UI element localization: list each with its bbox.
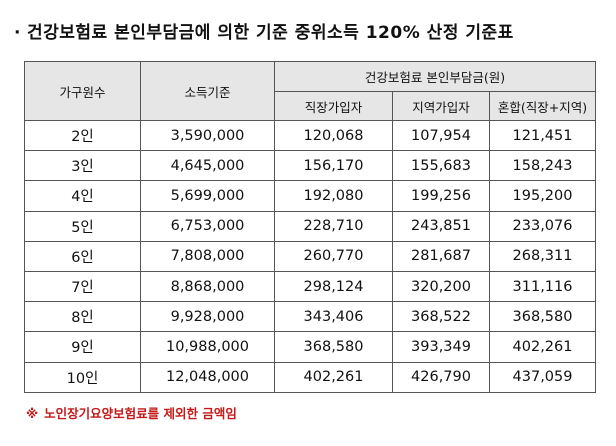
header-mixed: 혼합(직장+지역) — [489, 91, 596, 121]
table-row: 3인 4,645,000 156,170 155,683 158,243 — [24, 150, 596, 182]
cell-household: 5인 — [24, 210, 141, 242]
cell-mixed: 368,580 — [489, 301, 596, 333]
cell-household: 3인 — [24, 150, 141, 182]
table-row: 2인 3,590,000 120,068 107,954 121,451 — [24, 119, 596, 152]
cell-income: 3,590,000 — [140, 119, 275, 152]
cell-household: 2인 — [24, 119, 141, 152]
cell-income: 10,988,000 — [140, 331, 275, 363]
cell-household: 6인 — [24, 240, 141, 272]
cell-regional: 243,851 — [392, 210, 490, 242]
cell-employee: 298,124 — [274, 270, 393, 303]
cell-income: 6,753,000 — [140, 210, 275, 242]
footnote-mark: ※ — [26, 406, 39, 421]
table-row: 7인 8,868,000 298,124 320,200 311,116 — [24, 270, 596, 303]
cell-mixed: 402,261 — [489, 331, 596, 363]
table-row: 4인 5,699,000 192,080 199,256 195,200 — [24, 180, 596, 212]
header-regional: 지역가입자 — [392, 91, 490, 121]
header-household: 가구원수 — [24, 61, 141, 121]
cell-employee: 156,170 — [274, 150, 393, 182]
cell-mixed: 195,200 — [489, 180, 596, 212]
page-title: · 건강보험료 본인부담금에 의한 기준 중위소득 120% 산정 기준표 — [14, 18, 514, 43]
title-bullet: · — [14, 23, 21, 43]
cell-mixed: 437,059 — [489, 361, 596, 393]
cell-household: 9인 — [24, 331, 141, 363]
table-row: 8인 9,928,000 343,406 368,522 368,580 — [24, 301, 596, 333]
cell-regional: 281,687 — [392, 240, 490, 272]
cell-employee: 228,710 — [274, 210, 393, 242]
table-body: 2인 3,590,000 120,068 107,954 121,451 3인 4,645,… — [24, 119, 596, 393]
cell-income: 8,868,000 — [140, 270, 275, 303]
cell-household: 4인 — [24, 180, 141, 212]
cell-regional: 155,683 — [392, 150, 490, 182]
footnote-text: 노인장기요양보험료를 제외한 금액임 — [44, 406, 237, 421]
cell-mixed: 268,311 — [489, 240, 596, 272]
header-employee: 직장가입자 — [274, 91, 393, 121]
cell-regional: 393,349 — [392, 331, 490, 363]
cell-mixed: 121,451 — [489, 119, 596, 152]
cell-mixed: 233,076 — [489, 210, 596, 242]
cell-regional: 368,522 — [392, 301, 490, 333]
table-row: 6인 7,808,000 260,770 281,687 268,311 — [24, 240, 596, 272]
title-text: 건강보험료 본인부담금에 의한 기준 중위소득 120% 산정 기준표 — [26, 23, 514, 43]
cell-income: 9,928,000 — [140, 301, 275, 333]
cell-income: 7,808,000 — [140, 240, 275, 272]
cell-regional: 320,200 — [392, 270, 490, 303]
header-income: 소득기준 — [140, 61, 275, 121]
cell-household: 7인 — [24, 270, 141, 303]
cell-income: 4,645,000 — [140, 150, 275, 182]
header-premium-group: 건강보험료 본인부담금(원) — [274, 61, 596, 92]
cell-employee: 120,068 — [274, 119, 393, 152]
cell-income: 12,048,000 — [140, 361, 275, 393]
cell-employee: 402,261 — [274, 361, 393, 393]
table-row: 9인 10,988,000 368,580 393,349 402,261 — [24, 331, 596, 363]
footnote: ※ 노인장기요양보험료를 제외한 금액임 — [26, 403, 237, 422]
cell-employee: 260,770 — [274, 240, 393, 272]
cell-mixed: 158,243 — [489, 150, 596, 182]
cell-household: 10인 — [24, 361, 141, 393]
cell-employee: 368,580 — [274, 331, 393, 363]
cell-regional: 199,256 — [392, 180, 490, 212]
table-row: 10인 12,048,000 402,261 426,790 437,059 — [24, 361, 596, 393]
cell-household: 8인 — [24, 301, 141, 333]
cell-regional: 426,790 — [392, 361, 490, 393]
premium-table: 가구원수 소득기준 건강보험료 본인부담금(원) 직장가입자 지역가입자 혼합(… — [24, 61, 596, 393]
table-row: 5인 6,753,000 228,710 243,851 233,076 — [24, 210, 596, 242]
cell-employee: 192,080 — [274, 180, 393, 212]
cell-income: 5,699,000 — [140, 180, 275, 212]
cell-regional: 107,954 — [392, 119, 490, 152]
cell-mixed: 311,116 — [489, 270, 596, 303]
cell-employee: 343,406 — [274, 301, 393, 333]
